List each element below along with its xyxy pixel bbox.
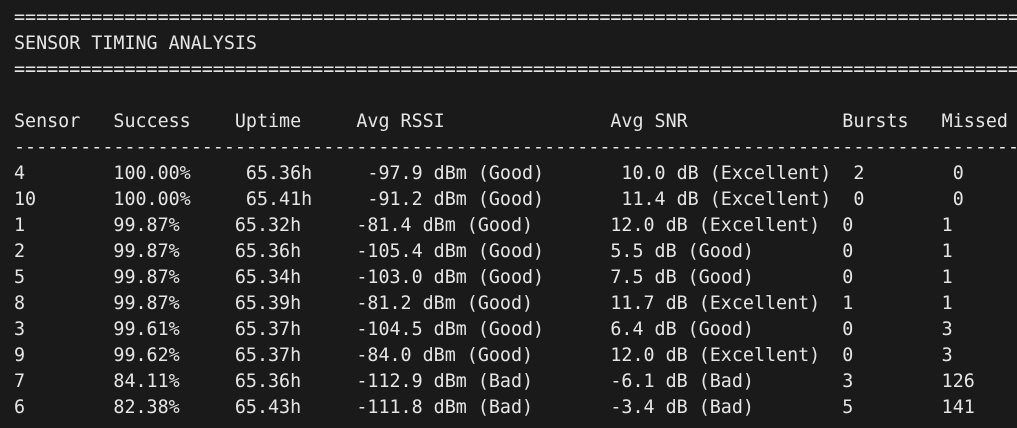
header-row: Sensor Success Uptime Avg RSSI Avg SNR B… bbox=[14, 111, 1008, 132]
table-row: 6 82.38% 65.43h -111.8 dBm (Bad) -3.4 dB… bbox=[14, 397, 975, 418]
table-row: 10 100.00% 65.41h -91.2 dBm (Good) 11.4 … bbox=[14, 189, 964, 210]
table-row: 3 99.61% 65.37h -104.5 dBm (Good) 6.4 dB… bbox=[14, 319, 953, 340]
table-row: 7 84.11% 65.36h -112.9 dBm (Bad) -6.1 dB… bbox=[14, 371, 975, 392]
table-row: 2 99.87% 65.36h -105.4 dBm (Good) 5.5 dB… bbox=[14, 241, 953, 262]
table-row: 1 99.87% 65.32h -81.4 dBm (Good) 12.0 dB… bbox=[14, 215, 953, 236]
table-row: 9 99.62% 65.37h -84.0 dBm (Good) 12.0 dB… bbox=[14, 345, 953, 366]
table-row: 4 100.00% 65.36h -97.9 dBm (Good) 10.0 d… bbox=[14, 163, 964, 184]
double-rule-top: ========================================… bbox=[14, 7, 1017, 28]
blank-line bbox=[14, 83, 1017, 109]
page-title: SENSOR TIMING ANALYSIS bbox=[14, 33, 257, 54]
table-row: 8 99.87% 65.39h -81.2 dBm (Good) 11.7 dB… bbox=[14, 293, 953, 314]
table-row: 5 99.87% 65.34h -103.0 dBm (Good) 7.5 dB… bbox=[14, 267, 953, 288]
double-rule-bottom: ========================================… bbox=[14, 59, 1017, 80]
single-rule: ----------------------------------------… bbox=[14, 137, 1017, 158]
